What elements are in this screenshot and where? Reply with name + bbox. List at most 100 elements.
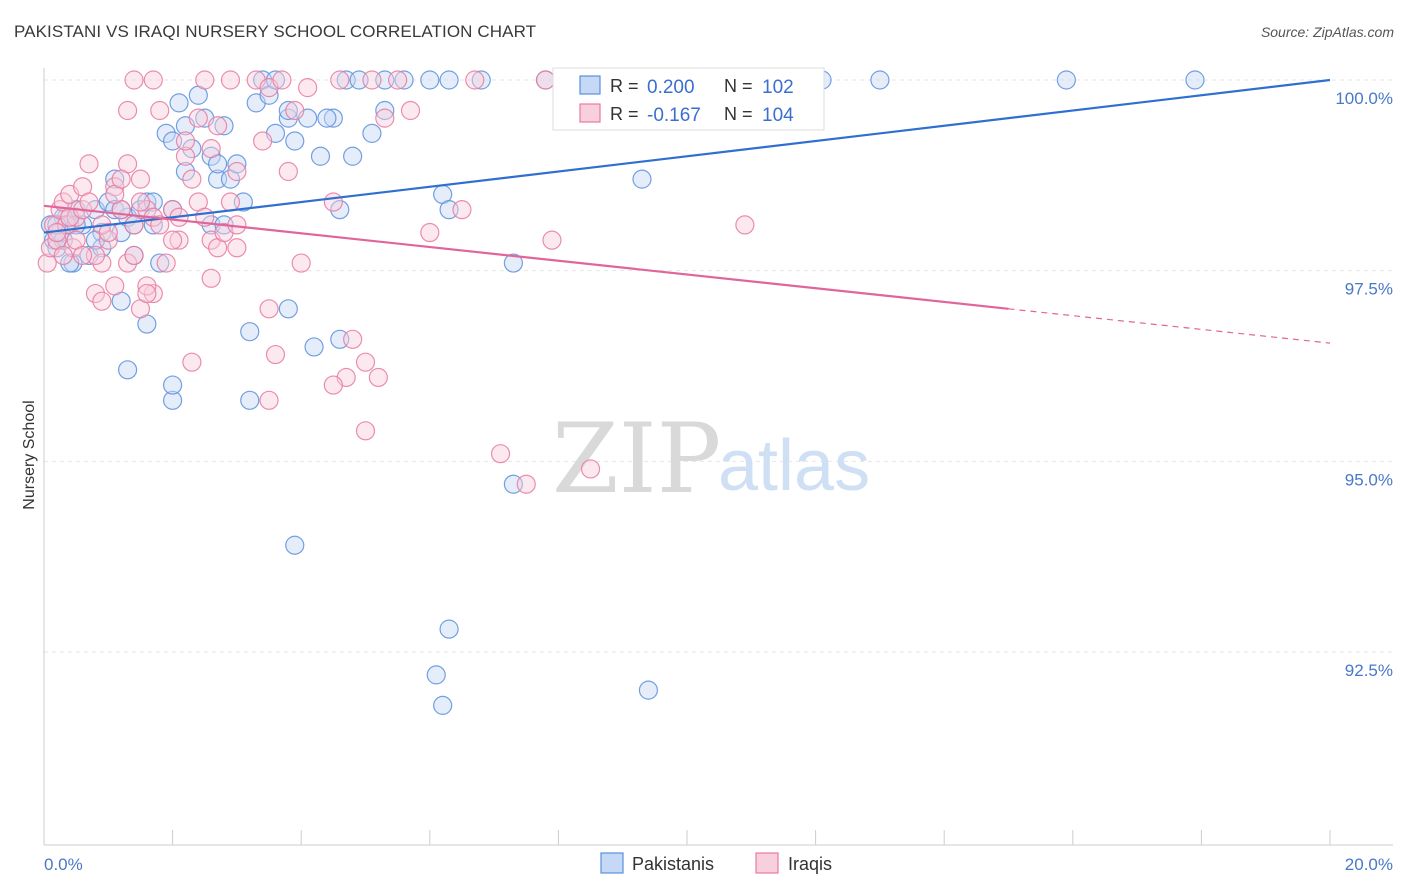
legend-r-label-iraqis: R = [610,104,639,124]
iraqi-point-92 [208,116,228,136]
iraqi-point-102 [72,245,93,266]
iraqi-point-20 [137,200,157,220]
pakistani-point-68 [304,337,324,357]
y-axis-label: Nursery School [21,400,38,509]
iraqi-point-59 [323,375,343,395]
watermark: ZIP atlas [552,403,870,515]
y-tick-label-0: 100.0% [1335,89,1393,108]
iraqi-point-72 [420,222,440,243]
iraqi-point-71 [580,459,601,479]
iraqi-point-66 [169,230,189,250]
pakistani-point-2 [47,238,67,258]
bottom-legend-swatch-iraqis [755,852,779,874]
iraqi-point-46 [330,70,350,90]
iraqi-point-81 [79,192,99,212]
pakistani-point-37 [265,70,286,90]
legend-swatch-pakistanis [579,75,601,95]
iraqi-point-12 [85,283,106,304]
trend-lines [43,78,1331,344]
pakistani-point-39 [285,131,305,151]
chart-title: PAKISTANI VS IRAQI NURSERY SCHOOL CORREL… [14,22,537,41]
pakistani-point-81 [439,619,459,639]
pakistani-point-12 [92,222,112,243]
legend-series: Pakistanis Iraqis [600,852,832,874]
iraqi-point-33 [220,192,241,212]
pakistani-point-21 [150,253,170,273]
pakistani-point-50 [439,70,459,90]
iraqi-point-84 [98,222,118,243]
iraqi-point-96 [323,192,343,212]
legend-n-label-pakistanis: N = [724,76,753,96]
iraqi-point-37 [188,108,208,128]
pakistani-point-67 [278,299,298,319]
iraqi-point-47 [362,70,382,90]
iraqi-point-69 [490,444,511,464]
y-tick-label-2: 95.0% [1345,470,1393,489]
iraqi-point-89 [130,192,151,212]
pakistani-point-72 [163,390,183,410]
iraqi-point-45 [298,78,318,98]
pakistani-point-80 [285,535,305,555]
pakistani-point-42 [323,108,343,128]
legend-r-value-iraqis: -0.167 [647,105,701,126]
series-iraqis [37,70,755,494]
watermark-atlas: atlas [718,426,870,506]
gridlines [44,79,1393,653]
iraqi-point-11 [79,154,99,174]
iraqi-point-48 [388,70,408,90]
trend-line-iraqis [43,204,1009,310]
pakistani-point-49 [420,70,440,90]
bottom-legend-label-pakistanis: Pakistanis [632,854,714,874]
iraqi-point-52 [143,70,163,90]
pakistani-point-46 [362,123,382,143]
legend-n-value-iraqis: 104 [762,105,794,126]
pakistani-point-59 [1056,70,1076,90]
legend-swatch-iraqis [579,103,601,123]
y-tick-label-3: 92.5% [1345,661,1393,680]
legend-r-label-pakistanis: R = [610,76,639,96]
iraqi-point-44 [285,100,305,121]
iraqi-point-15 [105,177,125,197]
iraqi-point-0 [37,253,57,273]
y-axis-tick-labels: 100.0% 97.5% 95.0% 92.5% [1335,89,1393,680]
iraqi-point-63 [201,268,221,288]
iraqi-point-90 [137,283,157,304]
iraqi-point-55 [343,329,363,349]
pakistani-point-88 [105,169,125,189]
pakistani-point-51 [471,70,491,90]
iraqi-point-74 [542,230,562,250]
iraqi-point-51 [124,70,144,90]
pakistani-point-70 [240,322,260,342]
y-tick-label-1: 97.5% [1345,280,1393,299]
pakistani-point-38 [278,108,298,128]
iraqi-point-67 [137,276,157,296]
iraqi-point-64 [143,283,163,304]
pakistani-point-82 [426,665,446,685]
iraqi-point-39 [201,139,221,159]
x-tick-label-20: 20.0% [1345,855,1393,874]
pakistani-point-99 [278,100,298,121]
legend-stats: R = 0.200 N = 102 R = -0.167 N = 104 [552,67,825,131]
pakistani-point-22 [156,123,176,143]
pakistani-point-33 [227,154,247,174]
pakistani-point-60 [1185,70,1205,90]
bottom-legend-label-iraqis: Iraqis [788,854,832,874]
iraqi-point-57 [355,352,376,372]
iraqi-point-88 [124,245,144,266]
iraqi-point-26 [175,146,196,166]
iraqi-point-86 [111,169,131,189]
iraqi-point-68 [355,421,376,441]
iraqi-point-38 [195,70,215,90]
iraqi-point-13 [92,253,112,273]
pakistani-point-58 [870,70,890,90]
pakistani-point-43 [330,200,350,220]
iraqi-point-98 [400,100,421,121]
x-axis-tick-marks [43,830,1331,845]
pakistani-point-91 [317,108,337,128]
pakistani-point-41 [310,146,331,166]
pakistani-point-74 [163,375,183,395]
pakistani-point-24 [169,93,189,113]
iraqi-point-75 [735,215,755,235]
iraqi-point-60 [265,344,286,365]
